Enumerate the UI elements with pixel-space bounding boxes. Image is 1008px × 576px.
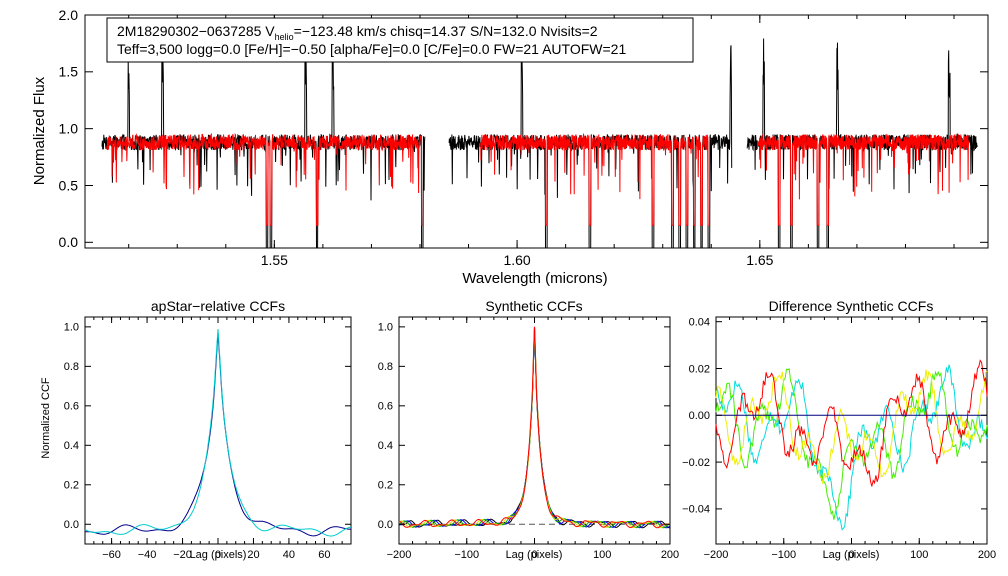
spectrum-ytick-label: 1.5 — [59, 64, 79, 80]
apstar-ccf-series-1 — [84, 333, 351, 537]
synthetic-ccf-series-1 — [398, 326, 670, 529]
apstar-ccf-ytick-label: 0.6 — [64, 401, 79, 413]
apstar-ccf-xtick-label: −60 — [102, 549, 121, 561]
difference-ccf-xlabel: Lag (pixels) — [823, 549, 880, 561]
synthetic-ccf-ticks: −200 −100 0 100 200 0.0 0.2 0.4 0.6 0.8 1.0 — [378, 317, 679, 561]
spectrum-frame — [84, 14, 989, 249]
synthetic-ccf-series-2 — [399, 326, 671, 529]
apstar-ccf-title: apStar−relative CCFs — [151, 298, 285, 314]
apstar-ccf-xtick-label: 0 — [215, 549, 221, 561]
apstar-ccf-frame — [84, 316, 352, 545]
synthetic-ccf-xlabel: Lag (pixels) — [506, 549, 563, 561]
synthetic-ccf-panel: Synthetic CCFs −200 −100 0 100 200 0.0 0.2 0.4 0… — [378, 298, 679, 561]
synthetic-ccf-series-4 — [398, 326, 671, 529]
spectrum-ytick-label: 2.0 — [59, 7, 79, 23]
apstar-ccf-xtick-label: −20 — [173, 549, 192, 561]
spectrum-ylabel: Normalized Flux — [31, 76, 48, 185]
spectrum-xtick-label: 1.55 — [261, 252, 288, 268]
difference-ccf-ytick-label: 0.04 — [689, 317, 710, 329]
spectrum-lines — [101, 38, 978, 249]
synthetic-ccf-ytick-label: 0.8 — [378, 361, 393, 373]
info-line-1: 2M18290302−0637285 Vhelio=−123.48 km/s c… — [117, 23, 598, 42]
difference-ccf-xtick-label: −100 — [771, 549, 796, 561]
apstar-ccf-xtick-label: 20 — [247, 549, 259, 561]
info-line-2: Teff=3,500 logg=0.0 [Fe/H]=−0.50 [alpha/… — [117, 41, 626, 57]
synthetic-ccf-xtick-label: −100 — [454, 549, 479, 561]
synthetic-ccf-ytick-label: 1.0 — [378, 322, 393, 334]
synthetic-ccf-xtick-label: 0 — [531, 549, 537, 561]
difference-ccf-panel: Difference Synthetic CCFs −200 −100 0 100 20… — [682, 298, 996, 561]
apstar-ccf-lines — [84, 328, 352, 537]
synthetic-ccf-series-3 — [398, 326, 671, 529]
apstar-ccf-ticks: −60 −40 −20 0 20 40 60 0.0 0.2 0.4 0.6 0.8 1.0 — [64, 317, 352, 561]
apstar-ccf-ytick-label: 0.0 — [64, 519, 79, 531]
apstar-ccf-ytick-label: 0.4 — [64, 440, 79, 452]
difference-ccf-xtick-label: 100 — [910, 549, 928, 561]
synthetic-ccf-ytick-label: 0.2 — [378, 480, 393, 492]
spectrum-xtick-label: 1.65 — [746, 252, 773, 268]
spectrum-model-chip-1 — [106, 132, 423, 226]
difference-ccf-xtick-label: 200 — [978, 549, 996, 561]
synthetic-ccf-xtick-label: 200 — [661, 549, 679, 561]
difference-ccf-title: Difference Synthetic CCFs — [769, 298, 934, 314]
apstar-ccf-xlabel: Lag (pixels) — [190, 549, 247, 561]
apstar-ccf-ylabel: Normalized CCF — [40, 377, 52, 459]
difference-ccf-ticks: −200 −100 0 100 200 −0.04 −0.02 0.00 0.02 0.04 — [682, 317, 996, 561]
spectrum-ytick-label: 0.0 — [59, 234, 79, 250]
apstar-ccf-xtick-label: 40 — [283, 549, 295, 561]
synthetic-ccf-xtick-label: −200 — [387, 549, 412, 561]
synthetic-ccf-title: Synthetic CCFs — [485, 298, 582, 314]
difference-ccf-ytick-label: 0.02 — [689, 363, 710, 375]
apstar-ccf-ytick-label: 0.8 — [64, 361, 79, 373]
difference-ccf-series-1 — [715, 364, 988, 531]
spectrum-ytick-label: 1.0 — [59, 121, 79, 137]
difference-ccf-xtick-label: −200 — [704, 549, 729, 561]
synthetic-ccf-series-5 — [398, 326, 671, 529]
apstar-ccf-panel: apStar−relative CCFs −60 −40 −20 0 20 40 60 0.0… — [40, 298, 352, 561]
synthetic-ccf-ytick-label: 0.6 — [378, 401, 393, 413]
spectrum-ytick-label: 0.5 — [59, 177, 79, 193]
apstar-ccf-xtick-label: 60 — [318, 549, 330, 561]
synthetic-ccf-lines — [398, 326, 671, 529]
apstar-ccf-ytick-label: 1.0 — [64, 322, 79, 334]
difference-ccf-ytick-label: −0.02 — [682, 457, 710, 469]
spectrum-xlabel: Wavelength (microns) — [462, 270, 607, 287]
info-box — [106, 17, 694, 63]
apstar-ccf-xtick-label: −40 — [138, 549, 157, 561]
difference-ccf-series-3 — [715, 369, 988, 485]
spectrum-model-chip-3 — [756, 132, 970, 226]
spectrum-xtick-label: 1.60 — [503, 252, 530, 268]
synthetic-ccf-xtick-label: 100 — [593, 549, 611, 561]
difference-ccf-xtick-label: 0 — [848, 549, 854, 561]
apstar-ccf-series-2 — [84, 328, 352, 537]
synthetic-ccf-frame — [398, 316, 671, 545]
difference-ccf-series-4 — [715, 359, 988, 487]
difference-ccf-lines — [715, 359, 988, 531]
difference-ccf-series-2 — [715, 368, 988, 520]
apstar-ccf-ytick-label: 0.2 — [64, 480, 79, 492]
synthetic-ccf-ytick-label: 0.4 — [378, 440, 393, 452]
difference-ccf-ytick-label: −0.04 — [682, 504, 710, 516]
synthetic-ccf-ytick-label: 0.0 — [378, 519, 393, 531]
difference-ccf-frame — [715, 316, 988, 545]
spectrum-panel: 1.55 1.60 1.65 0.0 0.5 1.0 1.5 2.0 2M18290302−0… — [31, 7, 989, 287]
difference-ccf-ytick-label: 0.00 — [689, 410, 710, 422]
spectrum-model-chip-2 — [480, 132, 709, 226]
